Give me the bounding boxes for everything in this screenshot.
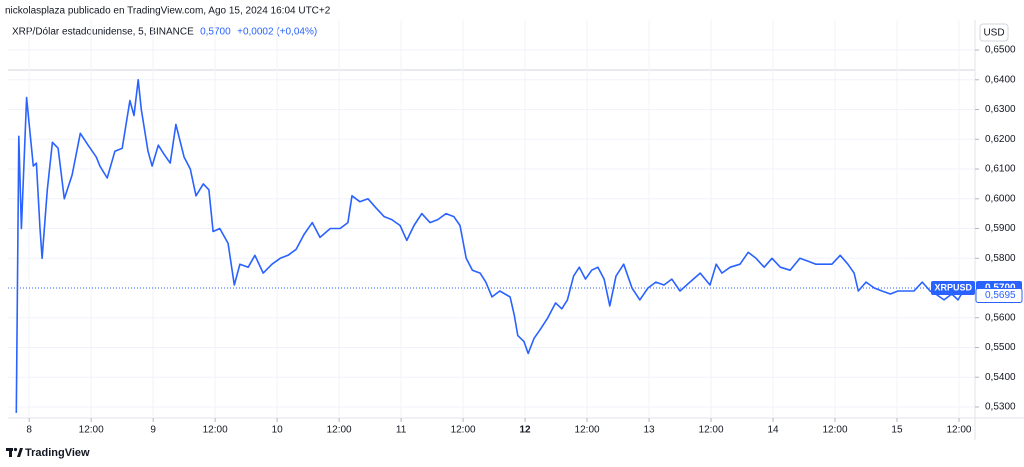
y-tick-label: 0,6500 xyxy=(985,45,1016,56)
y-tick-label: 0,5600 xyxy=(985,312,1016,323)
x-tick-label: 9 xyxy=(150,425,156,436)
y-tick-label: 0,5800 xyxy=(985,253,1016,264)
y-tick-label: 0,5300 xyxy=(985,402,1016,413)
x-tick-label: 12:00 xyxy=(822,425,847,436)
y-tick-label: 0,6400 xyxy=(985,74,1016,85)
x-tick-label: 12:00 xyxy=(451,425,476,436)
y-tick-label: 0,5900 xyxy=(985,223,1016,234)
x-tick-label: 12:00 xyxy=(575,425,600,436)
x-tick-label: 12:00 xyxy=(327,425,352,436)
header: nickolasplaza publicado en TradingView.c… xyxy=(5,6,331,17)
x-tick-label: 10 xyxy=(272,425,284,436)
currency-box[interactable] xyxy=(979,23,1009,42)
name-label: XRPUSD xyxy=(934,282,972,292)
x-tick-label: 8 xyxy=(26,425,32,436)
footer-text: TradingView xyxy=(25,447,90,459)
y-tick-label: 0,5500 xyxy=(985,342,1016,353)
price-label: 0,5695 xyxy=(985,290,1016,301)
price-box xyxy=(975,287,1023,303)
y-tick-label: 0,6300 xyxy=(985,104,1016,115)
logo-part xyxy=(9,448,12,457)
x-tick-label: 11 xyxy=(396,425,407,436)
x-tick-label: 12 xyxy=(520,425,532,436)
y-tick-label: 0,5400 xyxy=(985,372,1016,383)
logo-part xyxy=(17,448,23,457)
x-tick-label: 12:00 xyxy=(699,425,724,436)
y-tick-label: 0,6000 xyxy=(985,193,1016,204)
logo-part xyxy=(13,447,18,452)
currency[interactable]: USD xyxy=(983,28,1004,39)
x-tick-label: 12:00 xyxy=(79,425,104,436)
name-box xyxy=(930,281,975,296)
plot-area: 0,5300 0,5400 0,5500 0,5600 0,5800 0,5900 0,60… xyxy=(8,20,1023,436)
y-tick-label: 0,6100 xyxy=(985,164,1016,175)
grid xyxy=(8,20,975,418)
x-tick-label: 13 xyxy=(643,425,655,436)
price-line xyxy=(15,79,965,413)
x-tick-label: 14 xyxy=(767,425,779,436)
x-tick-label: 12:00 xyxy=(203,425,228,436)
x-tick-label: 12:00 xyxy=(946,425,971,436)
x-tick-label: 15 xyxy=(891,425,903,436)
legend-symbol: XRP/Dólar estadounidense, 5, BINANCE xyxy=(12,27,194,38)
footer-logo: TradingView xyxy=(6,447,90,459)
y-tick-label: 0,6200 xyxy=(985,134,1016,145)
legend: XRP/Dólar estadounidense, 5, BINANCE 0,5… xyxy=(12,27,317,38)
